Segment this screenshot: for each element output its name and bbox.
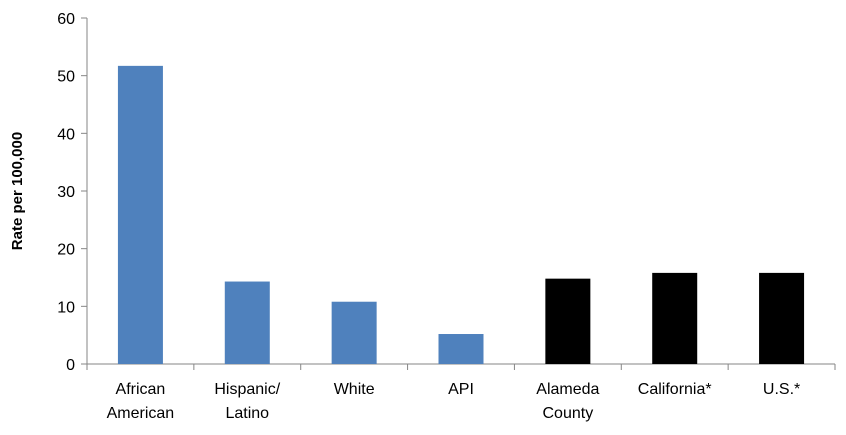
x-category-label: African American	[107, 381, 175, 422]
x-category-label-line: API	[448, 381, 474, 398]
y-tick-label: 40	[57, 126, 75, 143]
bars	[117, 65, 805, 364]
bar	[545, 278, 591, 364]
y-tick-label: 30	[57, 184, 75, 201]
x-category-label-line: U.S.*	[763, 381, 800, 398]
y-tick-label: 0	[66, 357, 75, 374]
x-category-label-line: White	[334, 381, 375, 398]
x-category-label-line: California*	[638, 381, 712, 398]
x-category-label: API	[448, 381, 474, 398]
x-category-label-line: Latino	[225, 405, 269, 422]
x-category-label-line: County	[543, 405, 594, 422]
x-category-label: California*	[638, 381, 712, 398]
y-tick-label: 60	[57, 11, 75, 28]
x-category-label: U.S.*	[763, 381, 800, 398]
x-category-label: Hispanic/Latino	[214, 381, 280, 422]
x-category-label-line: African	[116, 381, 166, 398]
y-axis-title: Rate per 100,000	[9, 132, 26, 250]
x-category-label: White	[334, 381, 375, 398]
bar	[224, 281, 270, 364]
x-axis: African American Hispanic/Latino White API Al…	[86, 363, 836, 422]
y-tick-label: 20	[57, 242, 75, 259]
x-category-label-line: American	[107, 405, 175, 422]
x-category-label-line: Alameda	[536, 381, 599, 398]
y-tick-label: 10	[57, 299, 75, 316]
x-category-label-line: Hispanic/	[214, 381, 280, 398]
x-category-label: Alameda County	[536, 381, 599, 422]
bar	[331, 301, 377, 364]
y-tick-label: 50	[57, 69, 75, 86]
bar	[759, 272, 805, 364]
bar	[652, 272, 698, 364]
bar	[438, 334, 484, 364]
bar	[117, 65, 163, 364]
y-axis: 0 10 20 30 40 50 60	[57, 11, 88, 374]
